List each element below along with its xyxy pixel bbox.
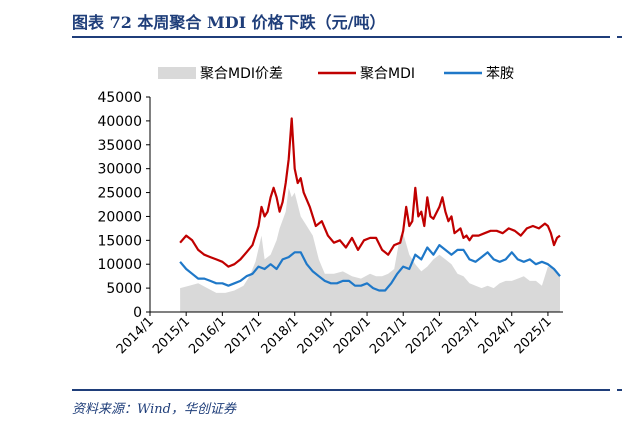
lines-layer [179,117,561,292]
source-note: 资料来源：Wind，华创证券 [72,402,236,417]
legend-swatch-spread [158,67,196,79]
y-tick-label: 0 [133,305,142,321]
axes-layer: 0 5000 10000 15000 20000 25000 30000 35000 40000… [97,90,563,357]
figure-title: 图表 72 本周聚合 MDI 价格下跌（元/吨） [72,13,386,32]
y-tick-label: 15000 [97,233,142,249]
title-rule [72,36,610,38]
legend-label-2: 苯胺 [486,65,514,82]
x-tick-label: 2020/1 [331,314,374,357]
x-tick-label: 2022/1 [403,314,446,357]
y-tick-label: 35000 [97,138,142,154]
series-line-2 [179,244,561,292]
y-tick-label: 25000 [97,186,142,202]
series-area-spread [180,187,560,312]
legend: 聚合MDI价差 聚合MDI 苯胺 [158,65,514,82]
spread-area-layer [180,187,560,312]
y-tick-label: 30000 [97,162,142,178]
x-tick-label: 2015/1 [150,314,193,357]
x-tick-label: 2024/1 [476,314,519,357]
y-tick-label: 5000 [106,281,142,297]
x-tick-label: 2018/1 [259,314,302,357]
x-tick-label: 2025/1 [512,314,555,357]
side-mark-top [617,36,622,38]
x-tick-label: 2017/1 [222,314,265,357]
y-tick-label: 45000 [97,90,142,106]
x-tick-label: 2021/1 [367,314,410,357]
series-line-1 [179,117,561,268]
legend-label-0: 聚合MDI价差 [200,66,283,82]
y-tick-label: 10000 [97,257,142,273]
x-tick-label: 2023/1 [439,314,482,357]
legend-label-1: 聚合MDI [360,66,415,82]
side-mark-bottom [617,389,622,391]
x-tick-label: 2016/1 [186,314,229,357]
x-tick-label: 2019/1 [295,314,338,357]
y-tick-label: 20000 [97,209,142,225]
y-tick-label: 40000 [97,114,142,130]
footer-rule [72,389,610,391]
